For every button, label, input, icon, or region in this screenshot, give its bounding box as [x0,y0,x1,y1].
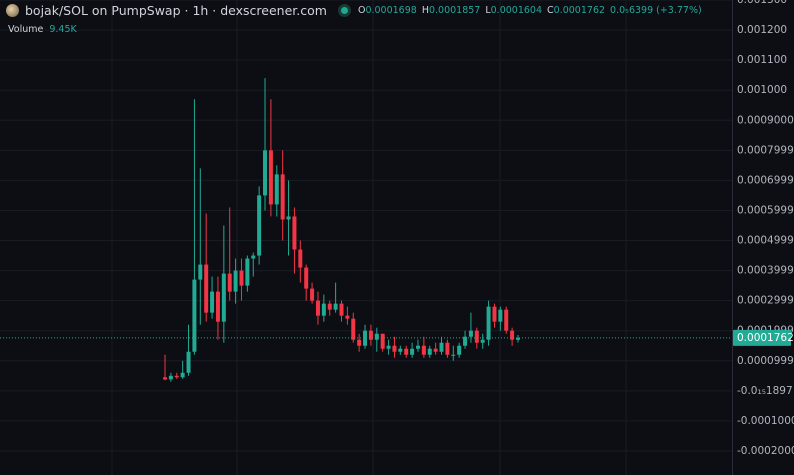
candle-body [421,345,426,355]
candle-body [310,288,315,301]
ohlc-legend: O0.0001698 H0.0001857 L0.0001604 C0.0001… [358,5,702,16]
candle-body [504,309,509,331]
y-tick-label: 0.0006999 [737,174,794,186]
candle-body [210,291,215,313]
candle-body [410,348,415,355]
candle-body [268,150,273,205]
candle-body [327,303,332,310]
legend-value: 0.0001762 [553,5,606,16]
last-price-box [733,329,791,346]
y-tick-label: 0.001300 [737,0,787,6]
candle-body [439,342,444,352]
legend-change: 0.0₅6399 (+3.77%) [610,5,702,16]
candle-body [451,354,456,356]
candle-body [298,249,303,268]
y-tick-label: 0.001100 [737,54,787,66]
candle-body [433,348,438,352]
candle-body [351,318,356,340]
candle-body [304,267,309,289]
candle-body [163,377,167,380]
y-tick-label: 0.001000 [737,84,787,96]
candle-body [198,264,203,280]
candle-body [374,333,379,340]
candle-body [321,303,326,316]
candle-body [280,174,285,220]
candle-body [345,315,350,319]
last-price-label: 0.0001762 [737,332,794,344]
y-tick-label: 0.0005999 [737,204,794,216]
legend-key: H [421,5,429,16]
y-tick-label: 0.0002999 [737,295,794,307]
candle-body [510,330,515,340]
candle-body [192,279,197,352]
candle-body [404,348,409,355]
candle-body [286,216,291,220]
candle-body [516,337,520,340]
status-dot [340,7,348,14]
candle-body [257,195,262,256]
candle-body [363,330,368,346]
volume-label: Volume [8,24,44,35]
candle-body [468,330,473,337]
candle-body [498,309,503,322]
token-icon [6,4,19,17]
legend-key: O [357,5,366,16]
legend-key: L [485,5,491,16]
y-tick-label: 0.0009000 [737,114,794,126]
volume-value: 9.45K [49,24,77,35]
candle-body [168,375,173,380]
candle-body [357,339,362,346]
legend-value: 0.0001604 [490,5,543,16]
candle-body [492,306,497,322]
candle-body [445,342,450,355]
candle-body [263,150,268,196]
candle-body [480,339,485,343]
candle-body [339,303,344,316]
y-tick-label: -0.0₁₅1897 [737,385,793,397]
candle-body [251,255,256,259]
y-tick-label: 0.0004999 [737,235,794,247]
candle-body [474,330,479,343]
candle-body [386,345,391,349]
candle-body [380,333,385,349]
candle-body [186,351,191,373]
y-tick-label: 0.0003999 [737,265,794,277]
title-row: bojak/SOL on PumpSwap · 1h · dexscreener… [6,3,702,18]
legend-key: C [547,5,554,16]
candle-body [215,291,220,322]
candle-body [221,273,226,322]
candle-body [204,264,209,313]
candle-body [333,303,338,310]
y-tick-label: 0.001200 [737,24,787,36]
candle-body [227,273,232,292]
y-tick-label: -0.0002000 [737,445,794,457]
candle-body [463,336,468,346]
candle-body [292,216,297,250]
candle-body [398,348,403,352]
candle-body [245,258,250,286]
candle-body [239,270,244,286]
y-tick-label: 0.00009999 [737,355,794,367]
legend-value: 0.0001857 [428,5,481,16]
chart-title: bojak/SOL on PumpSwap · 1h · dexscreener… [25,3,327,18]
candle-body [233,270,238,292]
candle-body [392,345,397,352]
candle-body [180,372,185,378]
candle-body [427,348,432,355]
legend-value: 0.0001698 [365,5,417,16]
y-tick-label: 0.0007999 [737,144,794,156]
candle-body [457,345,462,355]
candle-body [368,330,373,340]
volume-row: Volume 9.45K [8,24,77,35]
candle-body [174,375,179,378]
y-tick-label: -0.0001000 [737,415,794,427]
candle-body [274,174,279,205]
candle-body [486,306,491,340]
candle-body [415,345,420,349]
candle-body [315,300,320,316]
